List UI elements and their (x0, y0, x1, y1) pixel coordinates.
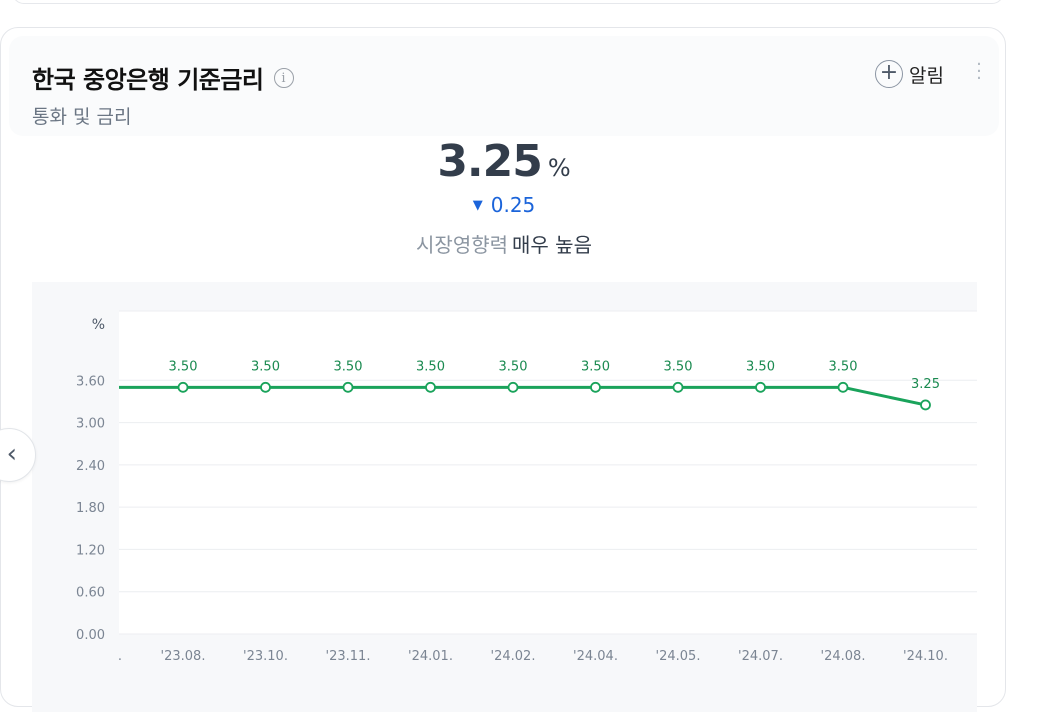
y-tick-label: 3.60 (76, 374, 105, 389)
card-subtitle: 통화 및 금리 (32, 106, 132, 128)
data-label: 3.50 (829, 359, 858, 374)
data-label: 3.25 (911, 377, 940, 392)
indicator-card: 한국 중앙은행 기준금리 i 통화 및 금리 + 알림 · · · 3.25% ▼ 0… (0, 27, 1007, 712)
previous-card-edge (12, 0, 1004, 4)
title-row: 한국 중앙은행 기준금리 i (32, 60, 294, 95)
data-label: 3.50 (499, 359, 528, 374)
current-value-row: 3.25% (1, 136, 1007, 187)
change-value: 0.25 (490, 193, 536, 217)
x-tick-label: '24.04. (573, 649, 618, 664)
data-point (425, 381, 436, 393)
more-options-icon[interactable]: · · · (976, 54, 982, 89)
data-point (342, 381, 354, 393)
y-tick-label: 1.80 (76, 501, 105, 516)
data-label: 3.50 (169, 359, 198, 374)
card-header (9, 36, 999, 136)
data-label: 3.50 (746, 359, 775, 374)
x-tick-label: '24.01. (408, 649, 453, 664)
data-point (755, 381, 766, 393)
x-tick-label: '23.11. (326, 649, 371, 664)
y-axis-label: % (92, 317, 105, 333)
data-label: 3.50 (251, 359, 280, 374)
x-tick-label: . (118, 649, 122, 664)
x-tick-label: '24.05. (656, 649, 701, 664)
card-title: 한국 중앙은행 기준금리 (32, 66, 264, 94)
change-row: ▼ 0.25 (1, 193, 1007, 217)
data-point (177, 381, 189, 393)
data-point (837, 381, 849, 393)
plus-icon: + (875, 60, 903, 88)
current-value: 3.25 (437, 136, 543, 187)
x-tick-label: '23.08. (161, 649, 206, 664)
data-point (507, 381, 519, 393)
plot-background (119, 311, 977, 634)
data-label: 3.50 (664, 359, 693, 374)
x-tick-label: '24.02. (491, 649, 536, 664)
data-label: 3.50 (581, 359, 610, 374)
impact-label: 시장영향력 (416, 233, 509, 257)
value-unit: % (547, 154, 571, 182)
data-point (672, 381, 684, 393)
y-tick-label: 1.20 (76, 543, 105, 558)
data-point (260, 381, 271, 393)
down-triangle-icon: ▼ (472, 198, 483, 213)
market-impact-row: 시장영향력 매우 높음 (1, 229, 1007, 258)
y-tick-label: 2.40 (76, 459, 105, 474)
y-tick-label: 0.60 (76, 586, 105, 601)
rate-line-chart: 0.00 0.60 1.20 1.80 2.40 3.00 3.60%. '23.08. '23… (76, 310, 977, 664)
x-tick-label: '24.10. (903, 649, 948, 664)
chart-area: 0.00 0.60 1.20 1.80 2.40 3.00 3.60%. '23.08. '23… (32, 282, 977, 712)
add-alert-button[interactable]: + 알림 (875, 60, 944, 88)
x-tick-label: '24.07. (738, 649, 783, 664)
x-tick-label: '23.10. (243, 649, 288, 664)
alert-label: 알림 (909, 64, 944, 87)
y-tick-label: 0.00 (76, 628, 105, 643)
y-tick-label: 3.00 (76, 417, 105, 432)
x-tick-label: '24.08. (821, 649, 866, 664)
info-icon[interactable]: i (273, 67, 294, 88)
impact-value: 매우 높음 (512, 233, 592, 257)
data-label: 3.50 (416, 359, 445, 374)
data-point (920, 399, 931, 411)
data-label: 3.50 (334, 359, 363, 374)
data-point (590, 381, 601, 393)
